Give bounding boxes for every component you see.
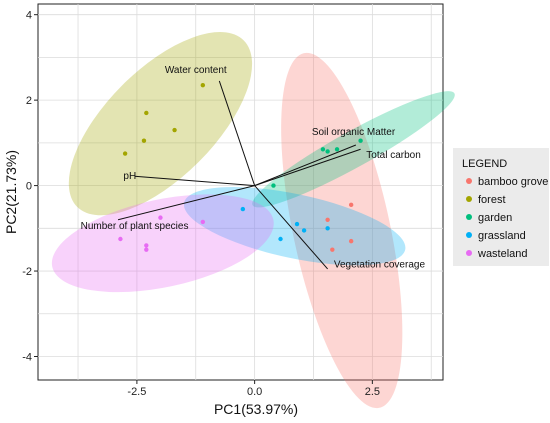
- point-wasteland: [158, 215, 163, 220]
- plot-panel: [37, 3, 444, 381]
- y-tick-label: 2: [26, 95, 32, 107]
- loading-label-number-of-plant-species: Number of plant species: [81, 221, 189, 232]
- axis-ticks: -2.5 0.0 2.5 -4 -2 0 2 4: [22, 10, 380, 398]
- legend-label-garden: garden: [478, 212, 512, 224]
- x-axis-title: PC1(53.97%): [214, 401, 298, 417]
- legend-key-garden: [466, 214, 472, 220]
- point-garden: [334, 147, 340, 152]
- loading-vectors: Water content Soil organic Matter Total ca…: [81, 65, 426, 270]
- legend-background: [453, 148, 549, 266]
- loading-arrow-number-of-plant-species: [117, 185, 255, 221]
- x-tick-label: 0.0: [247, 386, 262, 398]
- ellipse-garden: [252, 91, 455, 208]
- loading-label-vegetation-coverage: Vegetation coverage: [334, 260, 426, 271]
- ellipse-forest: [68, 32, 253, 216]
- loading-arrow-water-content: [218, 80, 256, 186]
- point-forest: [200, 82, 206, 88]
- y-tick-label: -4: [22, 352, 32, 364]
- legend-key-bamboo-grove: [466, 178, 472, 184]
- point-grassland: [240, 206, 246, 212]
- point-forest: [172, 127, 177, 133]
- loading-arrow-vegetation-coverage: [254, 185, 328, 270]
- point-grassland: [294, 221, 300, 227]
- point-wasteland: [144, 243, 149, 248]
- ellipse-bamboo-grove: [281, 52, 403, 409]
- legend-label-grassland: grassland: [478, 230, 526, 242]
- legend-label-forest: forest: [478, 194, 506, 206]
- point-forest: [144, 110, 149, 116]
- point-wasteland: [144, 247, 149, 252]
- legend-title: LEGEND: [462, 158, 507, 170]
- point-forest: [122, 151, 128, 156]
- loading-arrow-soil-organic-matter: [254, 144, 357, 187]
- point-bamboo-grove: [325, 217, 330, 222]
- sample-points: [118, 82, 363, 252]
- y-tick-label: 0: [26, 181, 32, 193]
- ellipse-grassland: [183, 187, 406, 266]
- point-grassland: [325, 226, 330, 231]
- point-bamboo-grove: [330, 247, 335, 252]
- point-bamboo-grove: [348, 238, 354, 244]
- y-axis-title: PC2(21.73%): [3, 150, 19, 234]
- ellipse-wasteland: [51, 194, 274, 293]
- loading-label-water-content: Water content: [165, 65, 227, 76]
- loading-label-total-carbon: Total carbon: [366, 150, 420, 161]
- point-wasteland: [118, 236, 123, 242]
- legend-key-grassland: [466, 232, 472, 238]
- point-garden: [320, 147, 326, 152]
- legend: LEGEND bamboo grove forest garden grassland…: [453, 148, 549, 266]
- x-tick-label: 2.5: [365, 386, 380, 398]
- loading-arrow-ph: [134, 175, 255, 187]
- x-tick-label: -2.5: [127, 386, 146, 398]
- loading-arrow-total-carbon: [254, 148, 361, 187]
- loading-label-ph: pH: [123, 171, 136, 182]
- point-wasteland: [200, 219, 206, 225]
- y-tick-label: 4: [26, 10, 32, 22]
- point-garden: [358, 138, 363, 143]
- point-grassland: [278, 236, 283, 242]
- y-tick-label: -2: [22, 266, 32, 278]
- loading-label-soil-organic-matter: Soil organic Matter: [312, 127, 396, 138]
- legend-label-wasteland: wasteland: [477, 248, 528, 260]
- point-grassland: [301, 228, 307, 233]
- legend-key-wasteland: [466, 250, 472, 256]
- point-garden: [325, 149, 330, 154]
- grid-lines: [38, 4, 443, 380]
- legend-label-bamboo-grove: bamboo grove: [478, 176, 548, 188]
- point-bamboo-grove: [348, 202, 354, 208]
- point-forest: [141, 138, 147, 143]
- legend-key-forest: [466, 196, 472, 202]
- point-garden: [271, 183, 276, 188]
- confidence-ellipses: [51, 32, 455, 409]
